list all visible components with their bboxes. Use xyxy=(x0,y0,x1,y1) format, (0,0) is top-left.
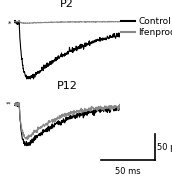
Legend: Control, Ifenprodil: Control, Ifenprodil xyxy=(118,13,172,40)
Text: 50 ms: 50 ms xyxy=(115,167,141,176)
Text: *: * xyxy=(8,21,12,26)
Title: P12: P12 xyxy=(57,81,78,91)
Title: P2: P2 xyxy=(60,0,74,9)
Text: **: ** xyxy=(6,102,12,107)
Text: 50 pA: 50 pA xyxy=(157,142,172,152)
